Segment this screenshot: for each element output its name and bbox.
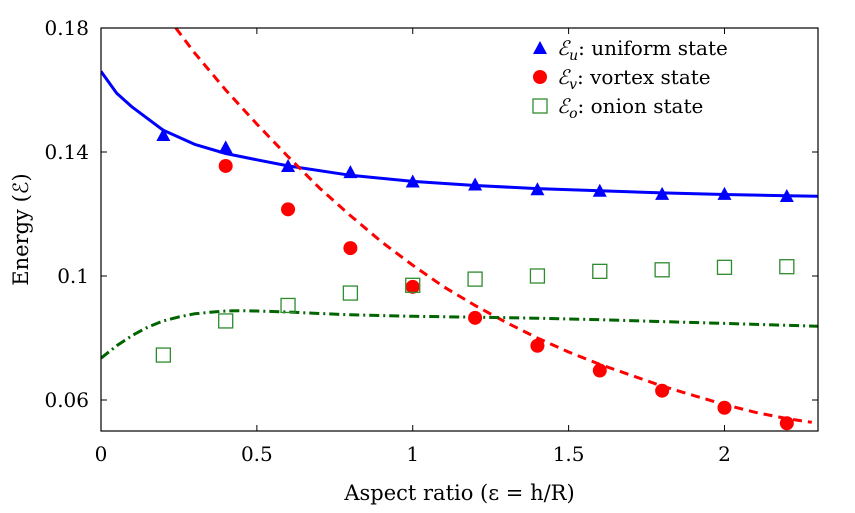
v-data-point (592, 363, 607, 378)
data-points (155, 127, 795, 431)
y-tick-label: 0.14 (44, 140, 89, 164)
legend-marker-v (533, 70, 547, 84)
u-data-point (655, 186, 670, 200)
legend-entry-o: ℰo: onion state (557, 94, 703, 122)
x-tick-label: 1.5 (553, 442, 585, 466)
o-data-point (592, 263, 608, 280)
u-data-point (343, 165, 358, 179)
y-tick-label: 0.18 (44, 16, 89, 40)
u-data-point (218, 140, 233, 154)
u-data-point (405, 174, 420, 188)
o-data-point (529, 268, 546, 284)
u-data-point (156, 127, 171, 141)
axes (100, 27, 819, 432)
o-data-point (405, 277, 421, 293)
x-tick-label: 1 (406, 442, 419, 466)
ticks: 0 0.5 1 1.5 2 0.06 0.1 0.14 0.18 (44, 16, 818, 466)
curve-dashdot (101, 309, 818, 360)
v-data-point (218, 158, 233, 173)
v-data-point (779, 416, 794, 431)
legend-entry-u: ℰu: uniform state (557, 36, 728, 64)
u-data-point (592, 183, 607, 197)
curve-dashed (174, 28, 813, 424)
x-tick-label: 0 (95, 442, 108, 466)
o-data-point (716, 259, 733, 275)
x-tick-label: 2 (718, 442, 731, 466)
curve-solid (101, 70, 818, 198)
u-data-point (779, 189, 794, 203)
o-data-point (654, 262, 670, 278)
v-data-point (405, 279, 420, 294)
legend-entry-v: ℰv: vortex state (557, 65, 711, 93)
plot-frame (100, 27, 819, 432)
o-data-point (779, 259, 795, 275)
y-axis-label: Energy (ℰ) (9, 173, 33, 285)
v-data-point (530, 338, 545, 353)
legend-marker-o (532, 98, 548, 114)
v-data-point (281, 202, 296, 217)
o-data-point (218, 313, 234, 329)
u-data-point (468, 177, 483, 191)
o-data-point (342, 285, 359, 301)
u-data-point (281, 158, 296, 172)
u-data-point (530, 182, 545, 196)
o-data-point (155, 347, 171, 363)
u-data-point (717, 186, 732, 200)
v-data-point (717, 400, 732, 415)
o-data-point (467, 271, 483, 287)
y-tick-label: 0.1 (57, 264, 89, 288)
v-data-point (343, 241, 358, 256)
o-data-point (280, 297, 296, 314)
v-data-point (468, 310, 483, 325)
v-data-point (655, 383, 670, 398)
x-axis-label: Aspect ratio (ε = h/R) (343, 481, 574, 505)
legend-marker-u (533, 41, 547, 54)
y-tick-label: 0.06 (44, 388, 89, 412)
x-tick-label: 0.5 (241, 442, 273, 466)
